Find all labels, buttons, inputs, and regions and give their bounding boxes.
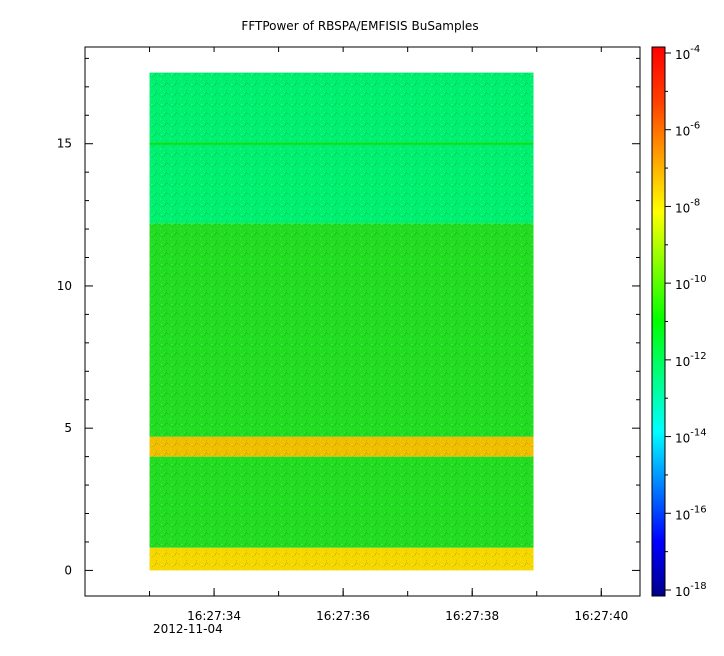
colorbar-tick-label: 10-12 bbox=[675, 351, 707, 369]
x-tick-label: 16:27:38 bbox=[445, 609, 499, 623]
colorbar-tick-label: 10-10 bbox=[675, 274, 707, 292]
colorbar-tick-base: 10 bbox=[675, 278, 690, 292]
colorbar-tick-label: 10-8 bbox=[675, 197, 700, 215]
y-tick-label: 10 bbox=[57, 279, 72, 293]
colorbar-tick-exp: -4 bbox=[690, 44, 700, 55]
colorbar-tick-base: 10 bbox=[675, 125, 690, 139]
colorbar-tick-exp: -16 bbox=[690, 504, 706, 515]
colorbar-tick-exp: -6 bbox=[690, 121, 700, 132]
y-tick-label: 15 bbox=[57, 137, 72, 151]
colorbar-tick-base: 10 bbox=[675, 201, 690, 215]
x-tick-label: 16:27:40 bbox=[574, 609, 628, 623]
x-axis: 16:27:34 16:27:36 16:27:38 16:27:40 bbox=[149, 47, 628, 623]
colorbar-tick-base: 10 bbox=[675, 355, 690, 369]
colorbar-tick-base: 10 bbox=[675, 508, 690, 522]
heatmap-area bbox=[149, 72, 534, 571]
colorbar-tick-exp: -12 bbox=[690, 351, 706, 362]
x-axis-date-label: 2012-11-04 bbox=[153, 622, 223, 636]
colorbar-tick-exp: -14 bbox=[690, 428, 706, 439]
colorbar-tick-label: 10-14 bbox=[675, 428, 707, 446]
y-tick-label: 5 bbox=[64, 421, 72, 435]
heatmap-band-texture bbox=[149, 223, 534, 437]
colorbar-tick-exp: -18 bbox=[690, 581, 706, 592]
y-tick-label: 0 bbox=[64, 563, 72, 577]
x-tick-label: 16:27:34 bbox=[187, 609, 241, 623]
colorbar-tick-label: 10-4 bbox=[675, 44, 700, 62]
heatmap-band-texture bbox=[149, 456, 534, 548]
colorbar-tick-base: 10 bbox=[675, 432, 690, 446]
colorbar-tick-exp: -10 bbox=[690, 274, 706, 285]
x-tick-label: 16:27:36 bbox=[316, 609, 370, 623]
heatmap-band-texture bbox=[149, 547, 534, 571]
chart-title: FFTPower of RBSPA/EMFISIS BuSamples bbox=[241, 19, 478, 33]
colorbar-tick-exp: -8 bbox=[690, 197, 700, 208]
colorbar-tick-label: 10-6 bbox=[675, 121, 700, 139]
colorbar-tick-label: 10-16 bbox=[675, 504, 707, 522]
colorbar bbox=[651, 46, 666, 597]
y-axis: 0 5 10 15 bbox=[57, 57, 640, 577]
colorbar-tick-label: 10-18 bbox=[675, 581, 707, 599]
heatmap-band-texture bbox=[149, 436, 534, 457]
colorbar-tick-base: 10 bbox=[675, 585, 690, 599]
colorbar-tick-base: 10 bbox=[675, 48, 690, 62]
heatmap-band-texture bbox=[149, 72, 534, 224]
